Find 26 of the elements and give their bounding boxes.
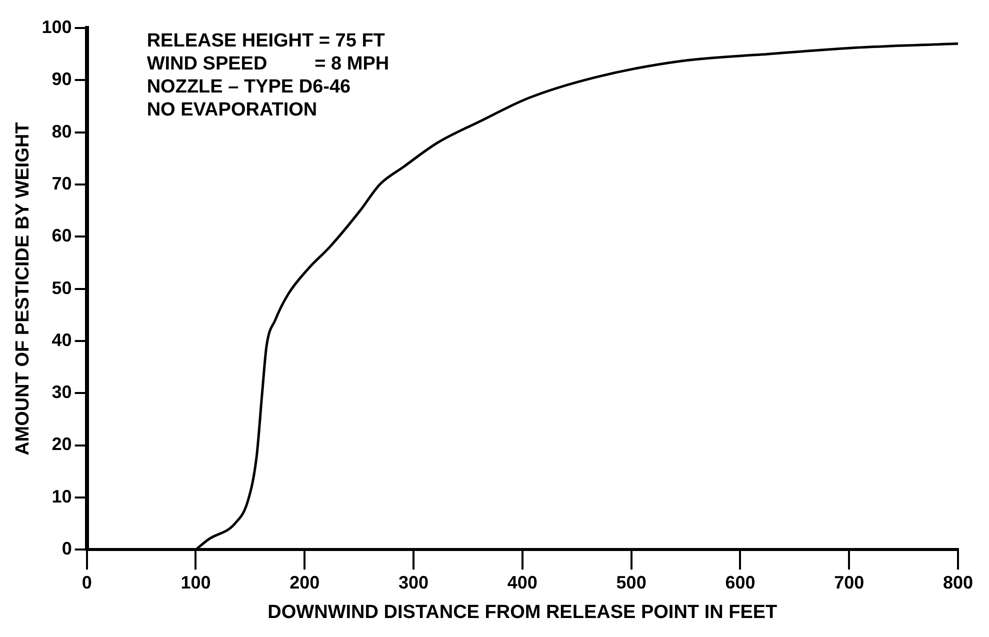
y-tick-label: 60 [52, 226, 72, 246]
x-tick-label: 200 [290, 572, 320, 592]
annotation: RELEASE HEIGHT = 75 FT [146, 30, 386, 52]
y-tick-label: 50 [52, 278, 72, 298]
x-axis-title: DOWNWIND DISTANCE FROM RELEASE POINT IN FEET [268, 602, 778, 623]
y-tick-label: 30 [52, 382, 72, 402]
x-tick-label: 600 [725, 572, 756, 592]
y-tick-label: 100 [42, 16, 72, 37]
y-tick-label: 40 [52, 330, 72, 350]
y-tick-label: 90 [52, 69, 72, 90]
y-tick-label: 10 [52, 486, 72, 506]
y-axis-title: AMOUNT OF PESTICIDE BY WEIGHT [12, 122, 34, 456]
y-tick-label: 20 [52, 434, 72, 454]
x-tick-label: 700 [834, 572, 864, 592]
x-tick-label: 100 [180, 572, 211, 592]
x-tick-label: 800 [942, 572, 974, 592]
x-tick-label: 400 [507, 572, 538, 592]
x-tick-label: 300 [398, 572, 429, 592]
annotation: NO EVAPORATION [146, 100, 318, 121]
annotation: NOZZLE – TYPE D6-46 [146, 76, 351, 98]
y-tick-label: 70 [52, 173, 72, 194]
y-tick-label: 80 [52, 121, 72, 142]
y-tick-label: 0 [62, 538, 72, 559]
x-tick-label: 500 [616, 572, 646, 592]
annotation: WIND SPEED = 8 MPH [146, 54, 390, 75]
x-tick-label: 0 [82, 572, 92, 592]
